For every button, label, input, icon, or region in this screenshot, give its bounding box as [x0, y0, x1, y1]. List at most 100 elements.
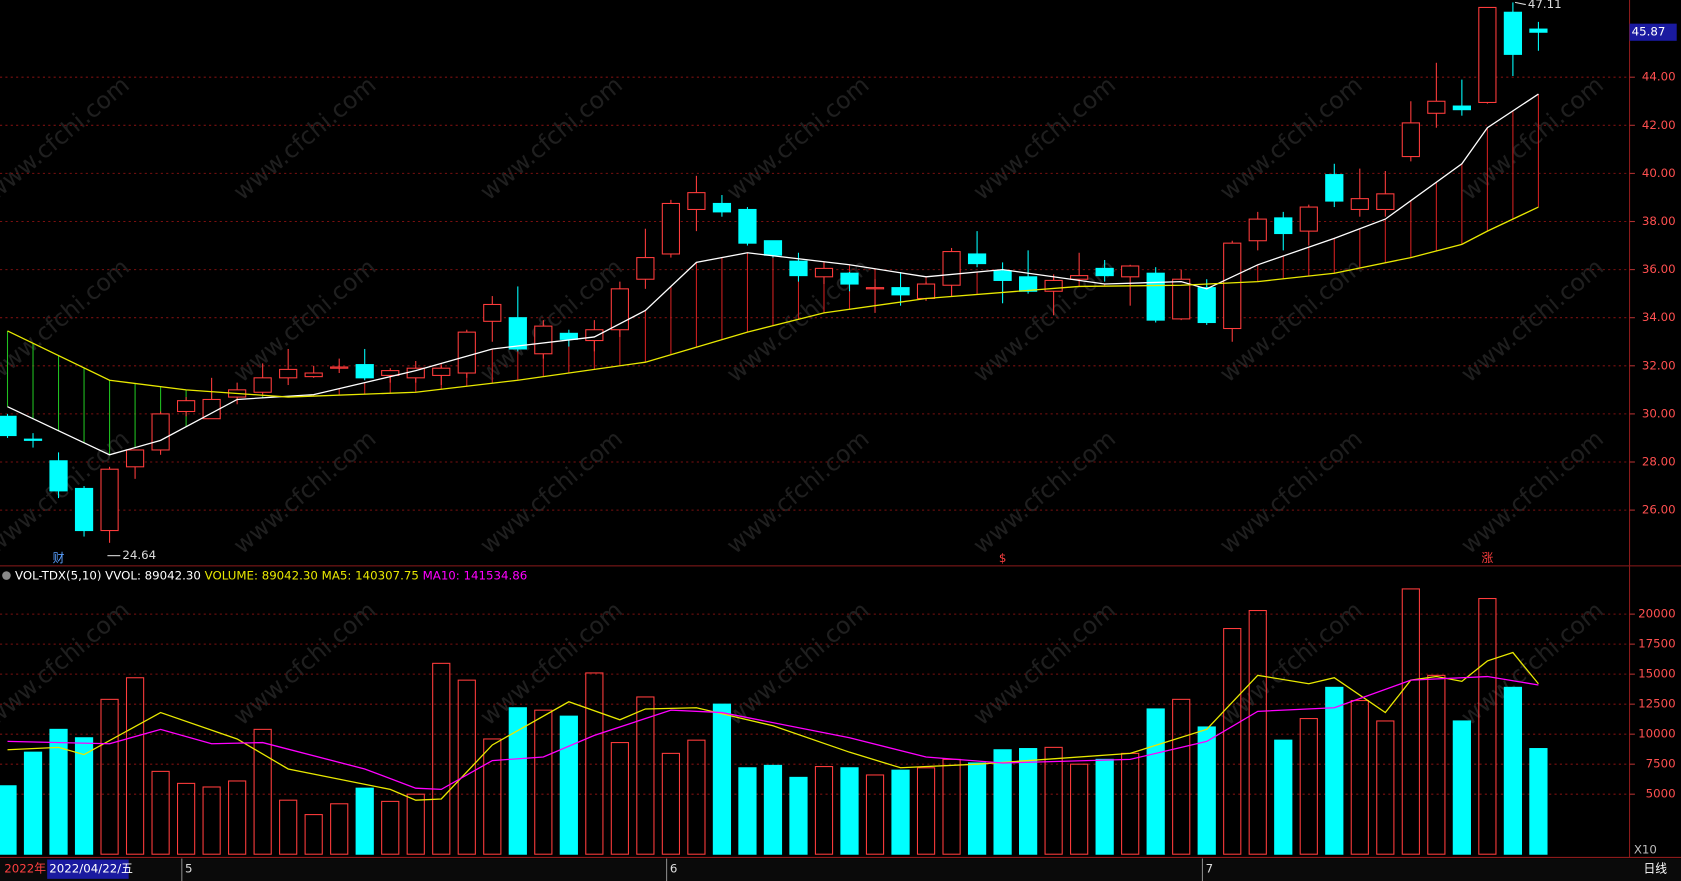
volume-bar: [483, 738, 502, 855]
candle-body: [1503, 11, 1523, 55]
candle-body: [1018, 276, 1038, 292]
candle-body: [0, 415, 17, 437]
candle-body: [661, 202, 681, 255]
candle-body: [585, 329, 604, 342]
panel-toggle[interactable]: [2, 571, 11, 580]
volume-bar: [1350, 700, 1369, 855]
candle-body: [967, 253, 987, 265]
volume-bar: [687, 739, 706, 855]
period-label: 日线: [1643, 862, 1667, 876]
candle-body: [993, 270, 1012, 281]
candle-body: [1299, 206, 1318, 232]
ma-line: [7, 93, 1539, 456]
candle-body: [1401, 122, 1420, 158]
volume-bar: [49, 728, 68, 855]
volume-bar: [100, 698, 119, 855]
volume-bar: [534, 709, 553, 855]
y-tick-label: 32.00: [1642, 358, 1676, 372]
last-price: 45.87: [1632, 25, 1666, 39]
candle-body: [279, 368, 298, 379]
indicator-value: MA5: 140307.75: [322, 568, 419, 582]
indicator-header: VOL-TDX(5,10) VVOL: 89042.30 VOLUME: 890…: [15, 568, 527, 582]
volume-bar: [1529, 748, 1548, 855]
indicator-value: VVOL: 89042.30: [105, 568, 201, 582]
candle-body: [176, 400, 196, 413]
ma-line: [7, 206, 1539, 398]
volume-bar: [1376, 720, 1395, 855]
volume-bar: [1427, 674, 1446, 855]
high-arrow: [1514, 1, 1526, 6]
candle-body: [610, 288, 629, 331]
candle-body: [1274, 217, 1293, 235]
date-box: [47, 859, 129, 879]
volume-bar: [1452, 720, 1471, 855]
date-label: 2022/04/22/五: [49, 862, 133, 876]
last-price-box: [1629, 23, 1677, 41]
candle-body: [1172, 278, 1191, 320]
candle-body: [1376, 193, 1395, 211]
volume-bar: [406, 793, 425, 855]
candle-body: [840, 272, 859, 285]
indicator-name: VOL-TDX(5,10): [15, 568, 101, 582]
candle-body: [916, 283, 936, 299]
volume-bar: [1478, 597, 1497, 855]
volume-bar: [1274, 739, 1293, 855]
y-tick-label: 5000: [1646, 787, 1676, 801]
candle-body: [330, 366, 349, 369]
volume-bar: [865, 774, 885, 855]
volume-bar: [228, 780, 247, 855]
volume-bar: [967, 762, 987, 855]
candle-body: [891, 287, 910, 296]
candle-body: [1452, 105, 1471, 111]
candle-body: [814, 267, 834, 278]
volume-bar: [1044, 746, 1063, 855]
volume-bar: [125, 677, 145, 855]
y-tick-label: 12500: [1638, 697, 1675, 711]
candle-body: [865, 287, 885, 290]
volume-bar: [74, 737, 94, 855]
candle-body: [49, 460, 68, 492]
y-tick-label: 28.00: [1642, 455, 1676, 469]
volume-bar: [176, 782, 196, 855]
y-tick-label: 38.00: [1642, 214, 1676, 228]
year-label: 2022年: [4, 862, 46, 876]
candle-body: [942, 251, 961, 286]
y-tick-label: 20000: [1638, 607, 1675, 621]
candle-body: [125, 449, 145, 468]
indicator-value: MA10: 141534.86: [423, 568, 528, 582]
volume-bar: [916, 767, 936, 855]
volume-bar: [738, 767, 757, 855]
candle-body: [23, 438, 43, 441]
volume-bar: [279, 799, 298, 855]
candle-body: [789, 260, 808, 277]
volume-bar: [1223, 627, 1242, 855]
event-marker: 涨: [1481, 551, 1493, 565]
volume-bar: [661, 752, 681, 855]
candle-body: [1121, 265, 1140, 278]
y-tick-label: 30.00: [1642, 406, 1676, 420]
candle-body: [559, 332, 578, 340]
candle-body: [1146, 272, 1165, 321]
volume-bar: [330, 803, 349, 855]
volume-bar: [840, 767, 859, 855]
volume-bar: [1070, 763, 1089, 855]
month-label: 6: [670, 862, 678, 876]
candle-body: [1223, 242, 1242, 330]
candle-body: [381, 370, 400, 376]
candle-body: [432, 367, 451, 376]
volume-bar: [1172, 698, 1191, 855]
candle-body: [1044, 279, 1063, 292]
volume-bar: [585, 672, 604, 855]
volume-bar: [1248, 609, 1267, 855]
candle-body: [763, 240, 783, 256]
volume-bar: [1018, 748, 1038, 855]
candle-body: [1529, 28, 1548, 33]
candle-body: [1478, 6, 1497, 103]
volume-bar: [355, 787, 374, 855]
volume-bar: [151, 770, 170, 855]
volume-bar: [1197, 726, 1216, 855]
candle-body: [712, 202, 732, 213]
candle-body: [1248, 218, 1267, 242]
volume-bar: [1325, 686, 1344, 855]
